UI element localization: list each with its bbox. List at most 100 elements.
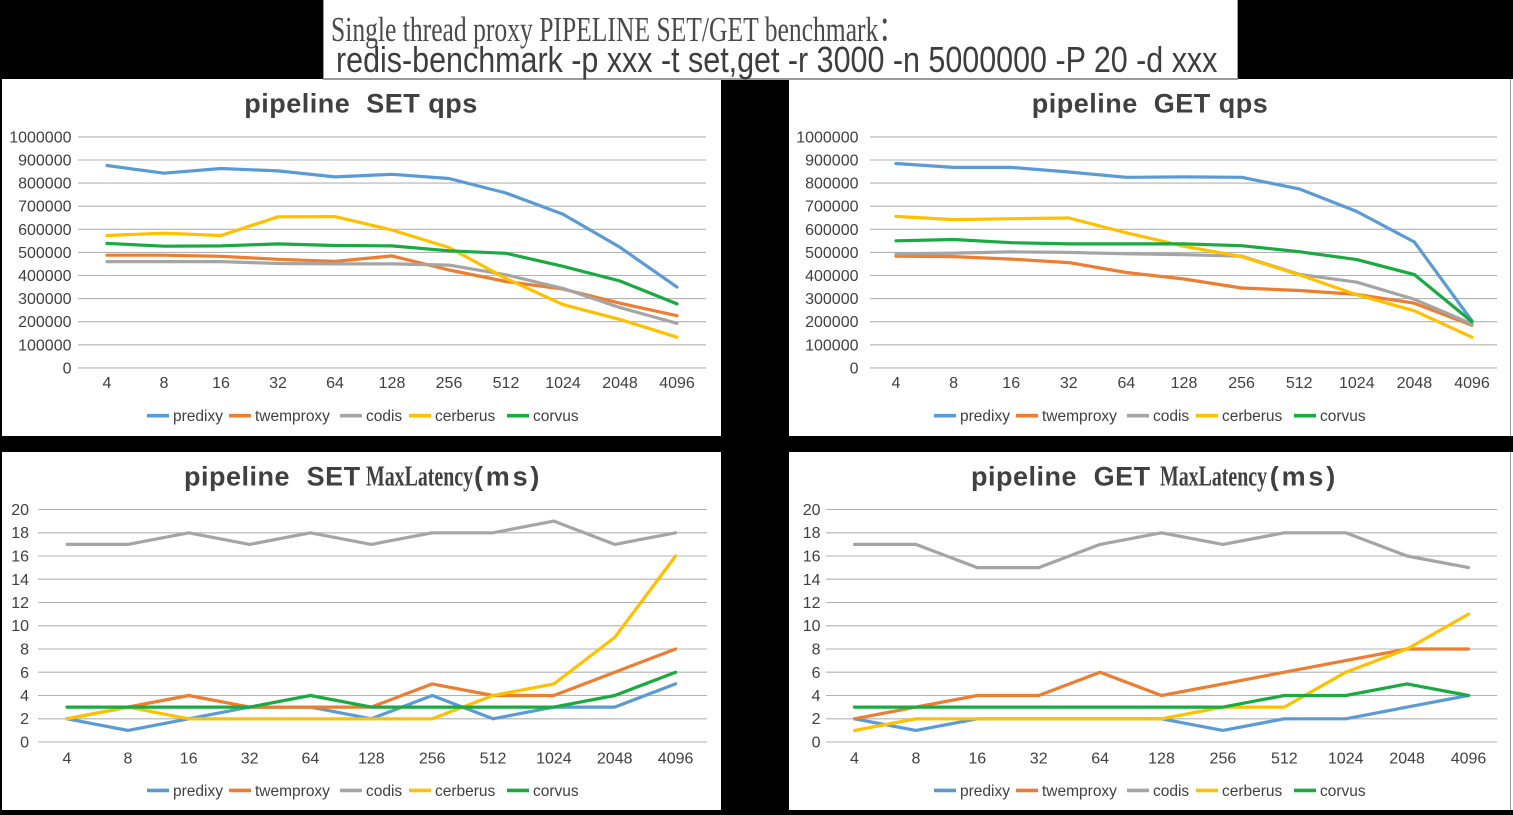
- svg-text:12: 12: [803, 595, 821, 612]
- svg-text:700000: 700000: [805, 199, 858, 216]
- svg-text:MaxLatency: MaxLatency: [1160, 462, 1267, 493]
- svg-text:8: 8: [160, 375, 169, 392]
- svg-text:SET: SET: [307, 462, 361, 492]
- svg-text:16: 16: [968, 751, 986, 768]
- svg-text:32: 32: [241, 751, 259, 768]
- svg-text:cerberus: cerberus: [435, 783, 496, 800]
- svg-text:2048: 2048: [1397, 375, 1433, 392]
- svg-text:0: 0: [850, 360, 859, 377]
- svg-text:12: 12: [11, 595, 29, 612]
- svg-text:500000: 500000: [18, 245, 71, 262]
- svg-text:16: 16: [180, 751, 198, 768]
- svg-text:0: 0: [63, 360, 72, 377]
- svg-text:predixy: predixy: [960, 783, 1010, 800]
- svg-text:8: 8: [123, 751, 132, 768]
- svg-text:64: 64: [1118, 375, 1136, 392]
- svg-text:cerberus: cerberus: [1222, 783, 1283, 800]
- svg-text:256: 256: [436, 375, 463, 392]
- svg-text:8: 8: [20, 642, 29, 659]
- svg-text:predixy: predixy: [960, 408, 1010, 425]
- svg-text:predixy: predixy: [173, 783, 223, 800]
- svg-text:512: 512: [493, 375, 520, 392]
- svg-text:14: 14: [11, 572, 29, 589]
- svg-text:32: 32: [269, 375, 287, 392]
- svg-text:128: 128: [1171, 375, 1198, 392]
- svg-text:128: 128: [1148, 751, 1175, 768]
- svg-text:(ms): (ms): [474, 462, 542, 492]
- svg-text:256: 256: [1228, 375, 1255, 392]
- svg-text:128: 128: [358, 751, 385, 768]
- svg-text:6: 6: [20, 665, 29, 682]
- svg-text:pipeline: pipeline: [971, 462, 1077, 492]
- svg-text:codis: codis: [366, 783, 402, 800]
- svg-text:64: 64: [302, 751, 320, 768]
- svg-text:900000: 900000: [805, 153, 858, 170]
- svg-text:100000: 100000: [18, 337, 71, 354]
- svg-text:pipeline: pipeline: [184, 462, 290, 492]
- svg-text:300000: 300000: [805, 291, 858, 308]
- svg-text:64: 64: [1091, 751, 1109, 768]
- svg-text:600000: 600000: [805, 222, 858, 239]
- svg-text:twemproxy: twemproxy: [255, 408, 330, 425]
- svg-text:10: 10: [11, 618, 29, 635]
- svg-text:10: 10: [803, 618, 821, 635]
- svg-text:400000: 400000: [805, 268, 858, 285]
- svg-text:4096: 4096: [659, 375, 695, 392]
- svg-text:twemproxy: twemproxy: [1042, 783, 1117, 800]
- svg-text:0: 0: [20, 735, 29, 752]
- svg-text:4096: 4096: [658, 751, 694, 768]
- svg-text:800000: 800000: [805, 176, 858, 193]
- svg-text:cerberus: cerberus: [1222, 408, 1283, 425]
- svg-text:512: 512: [480, 751, 507, 768]
- svg-text:2: 2: [20, 711, 29, 728]
- svg-text:16: 16: [212, 375, 230, 392]
- svg-text:64: 64: [326, 375, 344, 392]
- svg-text:200000: 200000: [805, 314, 858, 331]
- svg-text:corvus: corvus: [1320, 408, 1366, 425]
- svg-text:16: 16: [1002, 375, 1020, 392]
- svg-text:codis: codis: [1153, 783, 1189, 800]
- svg-text:0: 0: [812, 735, 821, 752]
- svg-text:18: 18: [11, 525, 29, 542]
- svg-text:4: 4: [892, 375, 901, 392]
- svg-text:100000: 100000: [805, 337, 858, 354]
- svg-text:4: 4: [103, 375, 112, 392]
- svg-text:codis: codis: [1153, 408, 1189, 425]
- svg-text:corvus: corvus: [1320, 783, 1366, 800]
- svg-text:16: 16: [11, 549, 29, 566]
- svg-text:corvus: corvus: [533, 408, 579, 425]
- svg-text:1024: 1024: [545, 375, 581, 392]
- svg-text:20: 20: [11, 502, 29, 519]
- svg-text:14: 14: [803, 572, 821, 589]
- svg-text:8: 8: [949, 375, 958, 392]
- svg-text:twemproxy: twemproxy: [255, 783, 330, 800]
- svg-text:twemproxy: twemproxy: [1042, 408, 1117, 425]
- svg-text:GET: GET: [1094, 462, 1151, 492]
- svg-text:4: 4: [850, 751, 859, 768]
- svg-text:4096: 4096: [1451, 751, 1487, 768]
- svg-text:1024: 1024: [536, 751, 572, 768]
- svg-text:18: 18: [803, 525, 821, 542]
- svg-text:cerberus: cerberus: [435, 408, 496, 425]
- svg-text:16: 16: [803, 549, 821, 566]
- svg-text:32: 32: [1030, 751, 1048, 768]
- svg-text:(ms): (ms): [1270, 462, 1338, 492]
- svg-text:512: 512: [1286, 375, 1313, 392]
- svg-text:20: 20: [803, 502, 821, 519]
- svg-text:128: 128: [379, 375, 406, 392]
- svg-text:256: 256: [419, 751, 446, 768]
- svg-text:MaxLatency: MaxLatency: [366, 462, 473, 493]
- svg-text:2048: 2048: [1389, 751, 1425, 768]
- svg-text:corvus: corvus: [533, 783, 579, 800]
- svg-text:6: 6: [812, 665, 821, 682]
- svg-text:1000000: 1000000: [796, 129, 858, 146]
- svg-text:pipeline GET qps: pipeline GET qps: [1032, 89, 1269, 119]
- svg-text:pipeline SET qps: pipeline SET qps: [244, 89, 478, 119]
- svg-text:8: 8: [911, 751, 920, 768]
- svg-text:700000: 700000: [18, 199, 71, 216]
- svg-text:400000: 400000: [18, 268, 71, 285]
- svg-text:2: 2: [812, 711, 821, 728]
- svg-text:200000: 200000: [18, 314, 71, 331]
- svg-text:800000: 800000: [18, 176, 71, 193]
- svg-text:500000: 500000: [805, 245, 858, 262]
